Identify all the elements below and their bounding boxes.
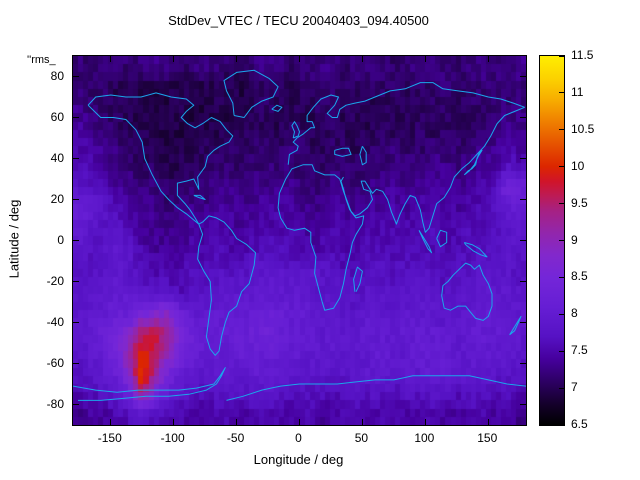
chart-title: StdDev_VTEC / TECU 20040403_094.40500 xyxy=(168,13,429,28)
axis-tick xyxy=(559,350,564,352)
coastline-path xyxy=(418,230,433,254)
axis-tick xyxy=(520,240,526,241)
axis-tick xyxy=(236,56,238,62)
axis-tick xyxy=(520,158,526,159)
axis-tick xyxy=(73,158,79,159)
axis-tick xyxy=(520,117,526,118)
coastline-path xyxy=(271,104,283,112)
axis-tick xyxy=(487,56,489,62)
axis-tick xyxy=(73,240,79,241)
colorbar-tick-label: 8 xyxy=(571,306,578,321)
axis-tick xyxy=(559,387,564,389)
y-tick-label: 0 xyxy=(57,232,64,247)
y-tick-label: 20 xyxy=(50,191,64,206)
axis-tick xyxy=(520,76,526,77)
colorbar-tick-label: 10.5 xyxy=(571,121,595,136)
coastline-path xyxy=(197,215,256,356)
axis-tick xyxy=(424,419,426,425)
axis-tick xyxy=(299,56,300,62)
axis-tick xyxy=(559,166,564,168)
axis-tick xyxy=(520,363,526,364)
colorbar-tick-label: 11.5 xyxy=(571,48,594,62)
axis-tick xyxy=(520,281,526,282)
axis-tick xyxy=(73,322,79,323)
axis-tick xyxy=(361,56,363,62)
colorbar-tick-label: 7 xyxy=(571,380,578,395)
axis-tick xyxy=(559,92,564,94)
axis-tick xyxy=(73,199,79,200)
axis-tick xyxy=(173,56,175,62)
colorbar-tick-label: 9 xyxy=(571,232,578,247)
world-coastlines xyxy=(73,69,526,401)
axis-tick xyxy=(299,419,300,425)
axis-tick xyxy=(487,419,489,425)
coastline-path xyxy=(73,367,226,401)
y-tick-label: -60 xyxy=(46,355,64,370)
y-tick-label: 40 xyxy=(50,150,64,165)
colorbar xyxy=(539,55,565,426)
axis-tick xyxy=(361,419,363,425)
heatmap-canvas xyxy=(73,56,526,425)
colorbar-tick-label: 9.5 xyxy=(571,195,588,210)
y-tick-label: 80 xyxy=(50,68,64,83)
axis-tick xyxy=(559,129,564,131)
x-tick-label: 150 xyxy=(477,431,498,445)
colorbar-tick-label: 10 xyxy=(571,158,585,173)
axis-tick xyxy=(73,117,79,118)
axis-tick xyxy=(559,203,564,205)
axis-tick xyxy=(424,56,426,62)
y-tick-label: -80 xyxy=(46,396,64,411)
y-tick-label: 60 xyxy=(50,109,64,124)
colorbar-tick-label: 6.5 xyxy=(571,417,588,431)
coastline-path xyxy=(463,149,483,176)
x-tick-label: -50 xyxy=(226,431,245,445)
x-axis-title: Longitude / deg xyxy=(253,452,344,467)
x-tick-label: -150 xyxy=(97,431,122,445)
corner-label: ''rms_ xyxy=(27,54,56,66)
coastline-path xyxy=(226,375,526,401)
coastline-path xyxy=(223,69,279,118)
colorbar-tick-label: 11 xyxy=(571,84,584,99)
axis-tick xyxy=(520,322,526,323)
coastline-path xyxy=(87,92,234,225)
x-tick-label: 100 xyxy=(414,431,435,445)
coastline-path xyxy=(287,82,525,165)
axis-tick xyxy=(520,199,526,200)
coastline-path xyxy=(277,164,365,311)
plot-area xyxy=(72,55,527,426)
x-tick-label: 0 xyxy=(295,431,302,445)
axis-tick xyxy=(559,56,564,57)
coastline-path xyxy=(441,262,493,321)
axis-tick xyxy=(173,419,175,425)
axis-tick xyxy=(559,313,564,315)
axis-tick xyxy=(110,56,112,62)
axis-tick xyxy=(559,276,564,278)
colorbar-tick-label: 8.5 xyxy=(571,269,588,284)
x-tick-label: 50 xyxy=(354,431,369,445)
coastline-path xyxy=(353,266,363,292)
y-tick-label: -40 xyxy=(46,314,64,329)
colorbar-tick-label: 7.5 xyxy=(571,343,588,358)
coastline-path xyxy=(193,194,206,200)
x-tick-label: -100 xyxy=(160,431,185,445)
axis-tick xyxy=(520,404,526,405)
coastline-path xyxy=(291,121,300,139)
axis-tick xyxy=(73,76,79,77)
axis-tick xyxy=(110,419,112,425)
y-tick-label: -20 xyxy=(46,273,64,288)
axis-tick xyxy=(73,404,79,405)
coastline-path xyxy=(334,147,352,157)
coastline-path xyxy=(509,315,522,336)
coastline-path xyxy=(463,242,488,258)
coastline-path xyxy=(359,145,367,166)
axis-tick xyxy=(73,281,79,282)
axis-tick xyxy=(559,240,564,241)
axis-tick xyxy=(73,363,79,364)
axis-tick xyxy=(236,419,238,425)
coastline-path xyxy=(340,106,525,233)
axis-tick xyxy=(559,424,564,425)
coastline-path xyxy=(436,229,448,248)
